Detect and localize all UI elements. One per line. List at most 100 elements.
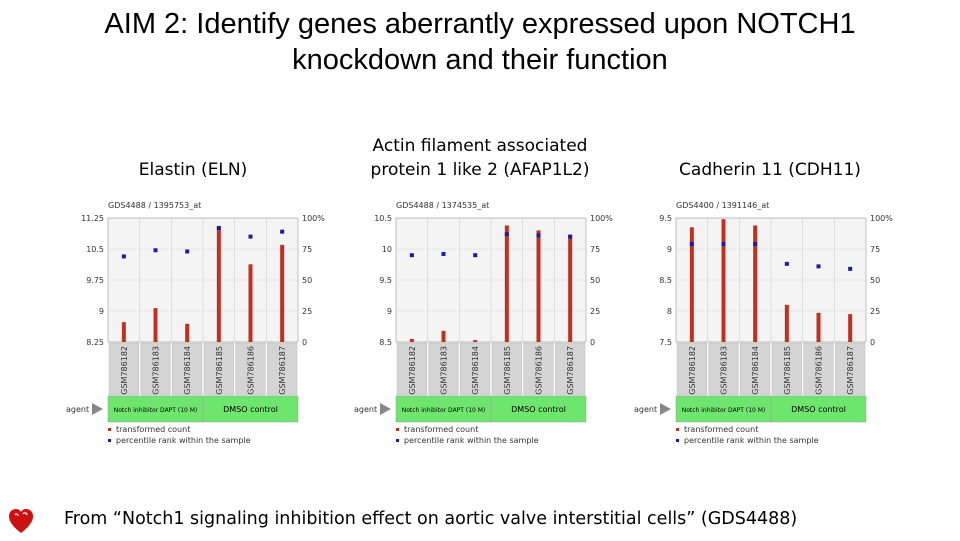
legend-marker-transformed-count [396, 428, 399, 431]
sample-box [428, 342, 459, 396]
point-percentile-rank [441, 251, 446, 256]
chart-cdh11-svg: GDS4400 / 1391146_at 9.5 9 8.5 8 7.5 100% 75 50 2… [634, 201, 893, 445]
y-left-tick-label: 9 [99, 307, 104, 316]
chart-header: GDS4400 / 1391146_at [676, 201, 769, 210]
sample-box [740, 342, 771, 396]
point-percentile-rank [721, 242, 726, 247]
agent-label: agent [66, 405, 89, 414]
heart-icon [6, 506, 36, 541]
sample-box [523, 342, 554, 396]
y-left-tick-label: 11.25 [81, 214, 104, 223]
agent-group-label: DMSO control [791, 405, 846, 414]
sample-box [491, 342, 522, 396]
agent-group-label: Notch inhibitor DAPT (10 M) [114, 407, 198, 414]
legend-label: percentile rank within the sample [684, 436, 819, 445]
agent-group-box [770, 395, 867, 423]
slide-title-line1: AIM 2: Identify genes aberrantly express… [104, 8, 856, 40]
point-percentile-rank [848, 266, 853, 271]
y-left-tick-label: 8.5 [379, 338, 392, 347]
y-left-tick-label: 10.5 [374, 214, 392, 223]
y-left-tick-label: 9.5 [659, 214, 672, 223]
bar-transformed-count [216, 227, 221, 342]
bar-transformed-count [473, 340, 478, 342]
agent-group-label: DMSO control [511, 405, 566, 414]
sample-label: GSM786187 [846, 346, 855, 395]
bar-transformed-count [689, 227, 694, 342]
point-percentile-rank [121, 254, 126, 259]
bar-transformed-count [121, 322, 126, 342]
chart-eln-svg: GDS4488 / 1395753_at 11.25 10.5 9.75 9 8.25 10… [66, 201, 325, 445]
legend-label: transformed count [684, 425, 758, 434]
y-left-tick-label: 8.25 [86, 338, 104, 347]
agent-group-label: DMSO control [223, 405, 278, 414]
sample-label: GSM786186 [815, 346, 824, 395]
y-right-tick-label: 0 [302, 338, 307, 347]
bar-transformed-count [248, 264, 253, 342]
panel-title-cdh11: Cadherin 11 (CDH11) [679, 160, 861, 180]
chart-header: GDS4488 / 1374535_at [396, 201, 489, 210]
sample-box [140, 342, 171, 396]
slide-title-line2: knockdown and their function [292, 44, 668, 76]
y-right-tick-label: 75 [590, 245, 600, 254]
sample-box [676, 342, 707, 396]
y-left-tick-label: 8.5 [659, 276, 672, 285]
bar-transformed-count [504, 225, 509, 342]
point-percentile-rank [504, 232, 509, 237]
sample-box [235, 342, 266, 396]
point-percentile-rank [816, 264, 821, 269]
sample-box [396, 342, 427, 396]
sample-label: GSM786182 [408, 346, 417, 395]
sample-label: GSM786187 [278, 346, 287, 395]
y-right-tick-label: 50 [590, 276, 600, 285]
y-right-tick-label: 75 [302, 245, 312, 254]
sample-box [555, 342, 586, 396]
sample-label: GSM786185 [783, 346, 792, 395]
y-left-tick-label: 10.5 [86, 245, 104, 254]
point-percentile-rank [568, 234, 573, 239]
agent-group-box [202, 395, 299, 423]
sample-box [835, 342, 866, 396]
legend-label: transformed count [116, 425, 190, 434]
panel-title-afap1l2: Actin filament associated protein 1 like… [330, 134, 630, 182]
sample-box [708, 342, 739, 396]
sample-box [460, 342, 491, 396]
agent-arrow [92, 403, 103, 415]
sample-label: GSM786183 [440, 346, 449, 395]
agent-label: agent [354, 405, 377, 414]
point-percentile-rank [248, 234, 253, 239]
agent-group-box [107, 395, 204, 423]
sample-label: GSM786184 [471, 346, 480, 395]
bar-transformed-count [568, 235, 573, 342]
sample-label: GSM786184 [751, 346, 760, 395]
agent-arrow [380, 403, 391, 415]
y-left-tick-label: 9 [387, 307, 392, 316]
y-right-tick-label: 25 [302, 307, 312, 316]
agent-group-box [675, 395, 772, 423]
bar-transformed-count [816, 312, 821, 342]
y-right-tick-label: 100% [302, 214, 325, 223]
bar-transformed-count [185, 323, 190, 342]
point-percentile-rank [185, 249, 190, 254]
bar-transformed-count [280, 244, 285, 342]
point-percentile-rank [409, 253, 414, 258]
bar-transformed-count [753, 225, 758, 342]
sample-box [267, 342, 298, 396]
bar-transformed-count [153, 308, 158, 342]
legend-label: percentile rank within the sample [404, 436, 539, 445]
agent-group-box [490, 395, 587, 423]
chart-afap1l2: GDS4488 / 1374535_at 10.5 10 9.5 9 8.5 100% 75 5… [354, 196, 616, 452]
panel-title-afap1l2-line1: Actin filament associated [372, 136, 588, 156]
chart-eln: GDS4488 / 1395753_at 11.25 10.5 9.75 9 8.25 10… [66, 196, 328, 452]
chart-header: GDS4488 / 1395753_at [108, 201, 201, 210]
sample-box [771, 342, 802, 396]
bar-transformed-count [848, 314, 853, 342]
point-percentile-rank [689, 242, 694, 247]
sample-label: GSM786185 [503, 346, 512, 395]
y-right-tick-label: 0 [590, 338, 595, 347]
legend-marker-transformed-count [676, 428, 679, 431]
legend-marker-transformed-count [108, 428, 111, 431]
y-right-tick-label: 100% [870, 214, 893, 223]
slide-title: AIM 2: Identify genes aberrantly express… [0, 6, 960, 78]
y-left-tick-label: 9.5 [379, 276, 392, 285]
legend-marker-percentile-rank [676, 439, 679, 442]
